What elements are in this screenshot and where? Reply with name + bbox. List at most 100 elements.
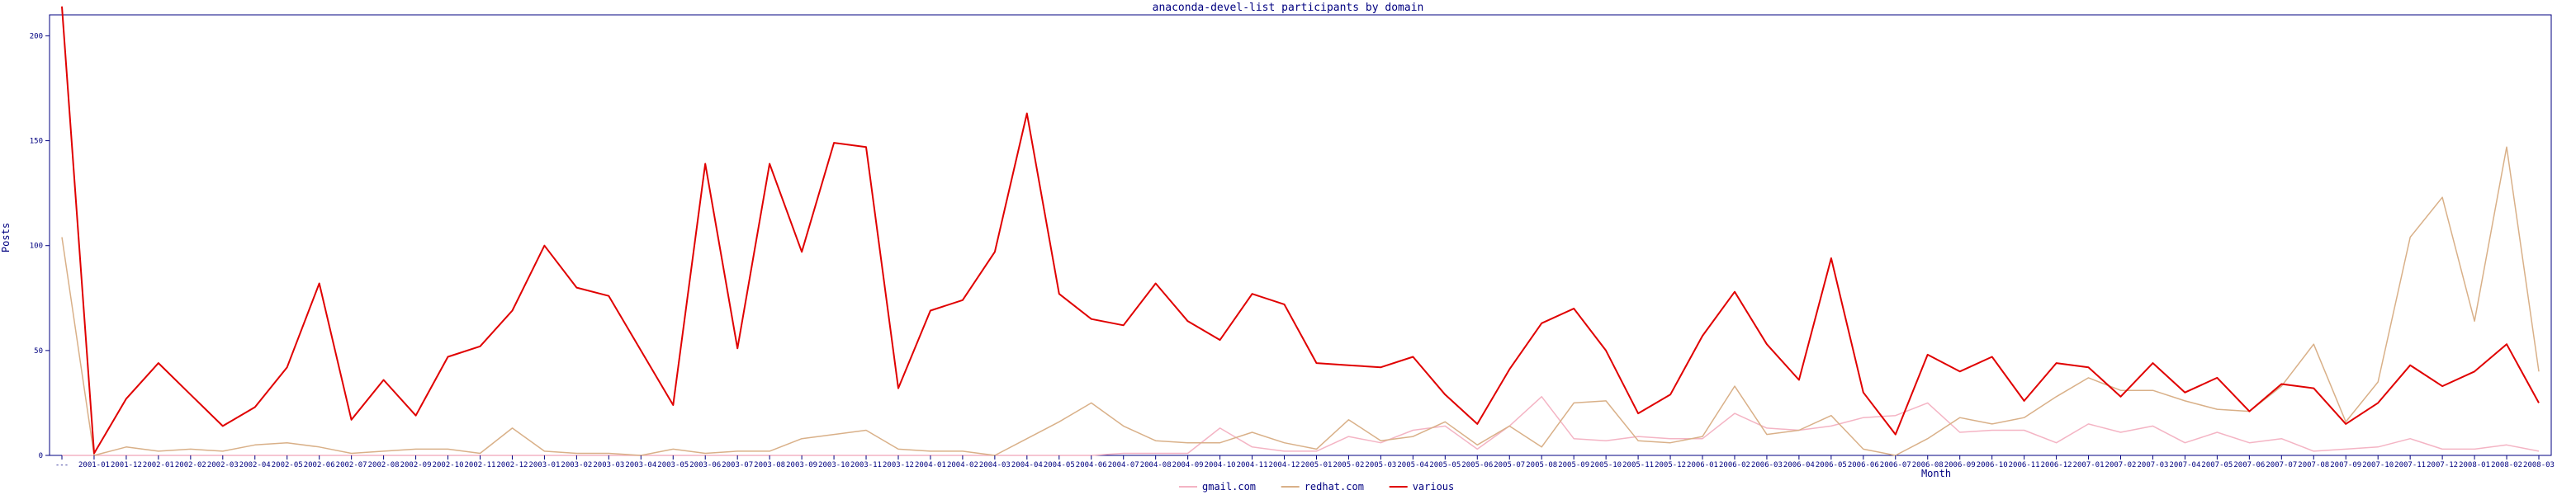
- x-tick-label: 2007-08: [2298, 461, 2329, 469]
- x-tick-label: 2003-12: [883, 461, 914, 469]
- y-tick-label: 100: [30, 243, 43, 251]
- x-tick-label: 2002-08: [368, 461, 400, 469]
- legend-label: various: [1413, 481, 1455, 493]
- legend-item-various: various: [1389, 481, 1455, 493]
- x-tick-label: 2005-03: [1365, 461, 1396, 469]
- x-tick-label: 2006-01: [1687, 461, 1718, 469]
- x-tick-label: 2004-08: [1140, 461, 1172, 469]
- x-tick-label: 2002-06: [304, 461, 335, 469]
- x-tick-label: 2002-03: [207, 461, 239, 469]
- x-tick-label: 2007-07: [2266, 461, 2297, 469]
- x-tick-label: 2002-05: [272, 461, 303, 469]
- x-tick-label: 2008-01: [2459, 461, 2490, 469]
- x-tick-label: 2007-09: [2330, 461, 2361, 469]
- axes: [45, 35, 2540, 460]
- x-tick-label: 2004-03: [979, 461, 1011, 469]
- x-tick-label: 2005-08: [1526, 461, 1557, 469]
- plot-area: [49, 14, 2552, 456]
- x-tick-label: 2007-06: [2233, 461, 2265, 469]
- x-tick-label: 2003-05: [657, 461, 689, 469]
- x-tick-label: 2003-11: [850, 461, 882, 469]
- x-tick-label: 2003-04: [625, 461, 656, 469]
- x-axis-label: Month: [1921, 468, 1951, 479]
- x-tick-label: 2005-07: [1494, 461, 1525, 469]
- x-tick-label: 2006-06: [1848, 461, 1879, 469]
- y-tick-label: 50: [34, 347, 43, 356]
- x-tick-label: 2007-05: [2201, 461, 2233, 469]
- series-line-various: [61, 6, 2540, 455]
- x-tick-label: 2006-11: [2009, 461, 2040, 469]
- x-tick-label: 2007-11: [2394, 461, 2426, 469]
- x-tick-label: 2004-11: [1237, 461, 1268, 469]
- series-line-gmail-com: [62, 396, 2540, 456]
- x-tick-label: 2004-05: [1044, 461, 1075, 469]
- x-tick-label: 2006-02: [1719, 461, 1750, 469]
- x-tick-label: 2002-01: [143, 461, 174, 469]
- series-layer: [61, 6, 2540, 456]
- y-axis-label: Posts: [0, 223, 12, 252]
- x-tick-label: 2007-04: [2169, 461, 2200, 469]
- x-tick-label: 2004-04: [1011, 461, 1043, 469]
- x-tick-label: 2007-12: [2427, 461, 2458, 469]
- x-tick-label: 2005-11: [1622, 461, 1654, 469]
- legend-label: gmail.com: [1202, 481, 1256, 493]
- x-tick-label: 2007-10: [2362, 461, 2394, 469]
- x-tick-label: 2005-04: [1397, 461, 1428, 469]
- x-tick-label: 2007-03: [2137, 461, 2168, 469]
- x-tick-label: 2006-10: [1977, 461, 2008, 469]
- x-tick-label: 2007-01: [2073, 461, 2105, 469]
- legend-label: redhat.com: [1305, 481, 1364, 493]
- y-tick-labels: 0 50 100 150 200: [30, 32, 43, 460]
- x-tick-label: 2003-01: [528, 461, 560, 469]
- x-tick-label: 2002-11: [465, 461, 496, 469]
- x-tick-label: 2005-10: [1590, 461, 1622, 469]
- x-tick-label: 2005-02: [1333, 461, 1364, 469]
- y-tick-label: 0: [39, 452, 43, 460]
- x-tick-label: 2002-10: [433, 461, 464, 469]
- x-tick-label: 2008-02: [2491, 461, 2522, 469]
- x-tick-label: 2002-07: [336, 461, 367, 469]
- x-tick-labels: --- 2001-01 2001-12 2002-01 2002-02 2002-03 20…: [55, 461, 2555, 469]
- x-tick-label: 2004-02: [947, 461, 978, 469]
- x-tick-label: 2005-06: [1461, 461, 1493, 469]
- x-tick-label: 2004-09: [1172, 461, 1204, 469]
- x-tick-label: 2003-07: [722, 461, 753, 469]
- x-tick-label: 2003-06: [689, 461, 721, 469]
- y-tick-label: 150: [30, 138, 43, 146]
- x-tick-label: 2006-03: [1751, 461, 1783, 469]
- x-tick-label: 2005-12: [1655, 461, 1686, 469]
- x-tick-label: 2008-03: [2523, 461, 2555, 469]
- x-tick-label: 2005-09: [1558, 461, 1589, 469]
- x-tick-label: 2007-02: [2105, 461, 2137, 469]
- x-tick-label: 2004-07: [1108, 461, 1139, 469]
- x-tick-label: 2001-12: [111, 461, 142, 469]
- x-tick-label: 2002-04: [239, 461, 271, 469]
- x-tick-label: ---: [55, 461, 69, 469]
- x-tick-label: 2006-09: [1944, 461, 1976, 469]
- x-tick-label: 2006-07: [1880, 461, 1911, 469]
- x-tick-label: 2002-09: [400, 461, 432, 469]
- y-tick-label: 200: [30, 32, 43, 40]
- x-tick-label: 2004-10: [1205, 461, 1236, 469]
- x-tick-label: 2006-12: [2041, 461, 2072, 469]
- x-tick-label: 2003-08: [754, 461, 785, 469]
- x-tick-label: 2002-12: [496, 461, 528, 469]
- x-tick-label: 2004-12: [1269, 461, 1300, 469]
- legend-item-gmail-com: gmail.com: [1179, 481, 1256, 493]
- legend-item-redhat-com: redhat.com: [1281, 481, 1364, 493]
- x-tick-label: 2004-01: [915, 461, 946, 469]
- x-tick-label: 2005-05: [1429, 461, 1461, 469]
- plot-frame: [49, 14, 2552, 456]
- x-tick-label: 2006-04: [1783, 461, 1815, 469]
- x-tick-label: 2003-02: [561, 461, 592, 469]
- x-tick-label: 2003-09: [786, 461, 817, 469]
- x-tick-label: 2001-01: [78, 461, 110, 469]
- x-tick-label: 2004-06: [1076, 461, 1107, 469]
- x-tick-label: 2002-02: [175, 461, 206, 469]
- x-tick-label: 2006-08: [1912, 461, 1944, 469]
- chart-title: anaconda-devel-list participants by doma…: [1153, 2, 1424, 14]
- legend: gmail.com redhat.com various: [1179, 481, 1454, 493]
- x-tick-label: 2003-10: [818, 461, 850, 469]
- x-tick-label: 2005-01: [1301, 461, 1333, 469]
